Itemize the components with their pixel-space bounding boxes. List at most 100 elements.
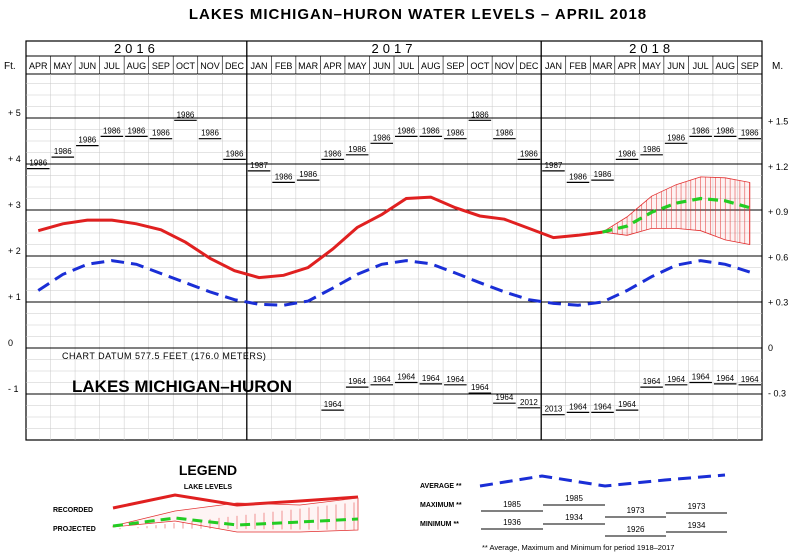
max-record-year: 1986 (741, 129, 759, 138)
month-label: SEP (446, 61, 464, 71)
min-record-year: 1964 (324, 400, 342, 409)
min-record-year: 1964 (741, 375, 759, 384)
max-record-year: 1987 (545, 161, 563, 170)
max-record-year: 1986 (152, 129, 170, 138)
month-label: JUN (79, 61, 97, 71)
max-record-year: 1986 (324, 149, 342, 158)
month-label: MAY (642, 61, 661, 71)
legend-footnote: ** Average, Maximum and Minimum for peri… (482, 543, 674, 552)
legend-recorded-label: RECORDED (53, 507, 93, 514)
month-label: AUG (715, 61, 735, 71)
left-tick-label: + 1 (8, 292, 21, 302)
month-label: JUL (398, 61, 414, 71)
right-tick-label: - 0.3 (768, 388, 786, 398)
recorded-series-line (37, 195, 603, 280)
min-record-year: 1964 (397, 373, 415, 382)
min-record-year: 1964 (569, 402, 587, 411)
max-record-year: 1986 (569, 172, 587, 181)
plot-layer: 2016 2017 2018 APR MAY JUN JUL AUG SEP OCT NOV DEC J… (4, 40, 788, 441)
year-label: 2018 (629, 41, 674, 56)
month-label: APR (29, 61, 48, 71)
chart-title: LAKES MICHIGAN–HURON WATER LEVELS – APRI… (189, 6, 647, 23)
legend-title: LEGEND (179, 462, 237, 478)
max-record-year: 1986 (496, 129, 514, 138)
max-record-year: 1986 (373, 133, 391, 142)
legend-projected-label: PROJECTED (53, 526, 96, 533)
legend-average-line (479, 473, 726, 488)
right-tick-label: + 0.9 (768, 207, 788, 217)
legend-minimum-label: MINIMUM ** (420, 521, 459, 528)
max-record-year: 1986 (520, 149, 538, 158)
max-record-year: 1986 (643, 145, 661, 154)
legend-max-year: 1973 (627, 506, 645, 515)
max-record-year: 1986 (29, 159, 47, 168)
chart-datum-note: CHART DATUM 577.5 FEET (176.0 METERS) (62, 351, 266, 361)
min-record-year: 1964 (618, 400, 636, 409)
month-label: JAN (545, 61, 562, 71)
left-tick-label: + 3 (8, 200, 21, 210)
right-tick-label: + 1.5 (768, 117, 788, 127)
legend-maximum-label: MAXIMUM ** (420, 502, 462, 509)
year-label: 2016 (114, 41, 159, 56)
right-tick-label: + 1.2 (768, 162, 788, 172)
min-record-year: 1964 (643, 377, 661, 386)
right-tick-label: + 0.3 (768, 298, 788, 308)
month-label: MAR (593, 61, 614, 71)
legend-max-year: 1973 (688, 502, 706, 511)
max-record-year: 1986 (348, 145, 366, 154)
min-record-year: 1964 (692, 373, 710, 382)
legend-min-year: 1934 (565, 513, 583, 522)
right-axis-unit: M. (772, 61, 783, 72)
min-record-year: 1964 (594, 402, 612, 411)
legend-min-year: 1936 (503, 518, 521, 527)
month-label: JUN (667, 61, 685, 71)
month-label: JUL (693, 61, 709, 71)
month-label: JUL (104, 61, 120, 71)
legend-subtitle: LAKE LEVELS (184, 484, 233, 491)
min-record-year: 1964 (667, 375, 685, 384)
legend-recorded-line (112, 493, 359, 510)
month-label: FEB (569, 61, 587, 71)
month-label: OCT (176, 61, 196, 71)
month-label: FEB (275, 61, 293, 71)
max-record-year: 1986 (618, 149, 636, 158)
max-record-year: 1986 (299, 170, 317, 179)
min-record-year: 1964 (422, 374, 440, 383)
max-record-year: 1986 (177, 110, 195, 119)
month-label: NOV (200, 61, 220, 71)
month-label: MAY (53, 61, 72, 71)
max-record-year: 1986 (667, 133, 685, 142)
min-record-year: 1964 (471, 383, 489, 392)
month-label: APR (323, 61, 342, 71)
legend: LEGEND LAKE LEVELS RECORDED PROJECTED AVERAG… (53, 462, 727, 552)
max-record-year: 1986 (471, 110, 489, 119)
right-tick-label: 0 (768, 343, 773, 353)
average-series-line (37, 259, 751, 307)
max-record-year: 1986 (422, 126, 440, 135)
left-tick-label: + 4 (8, 154, 21, 164)
left-tick-label: + 5 (8, 108, 21, 118)
max-record-year: 1987 (250, 161, 268, 170)
month-label: NOV (495, 61, 515, 71)
month-label: AUG (421, 61, 441, 71)
legend-projected-line (112, 516, 359, 528)
max-record-year: 1986 (128, 126, 146, 135)
month-label: OCT (470, 61, 490, 71)
min-record-year: 2013 (545, 405, 563, 414)
min-record-year: 1964 (716, 374, 734, 383)
left-axis-unit: Ft. (4, 61, 16, 72)
max-record-year: 1986 (78, 136, 96, 145)
min-record-year: 2012 (520, 398, 538, 407)
month-label: DEC (225, 61, 245, 71)
left-tick-label: - 1 (8, 384, 19, 394)
legend-min-year: 1926 (627, 525, 645, 534)
left-tick-label: + 2 (8, 246, 21, 256)
max-record-year: 1986 (692, 126, 710, 135)
month-label: APR (618, 61, 637, 71)
month-label: JUN (373, 61, 391, 71)
min-record-year: 1964 (373, 375, 391, 384)
max-record-year: 1986 (54, 147, 72, 156)
month-label: SEP (152, 61, 170, 71)
